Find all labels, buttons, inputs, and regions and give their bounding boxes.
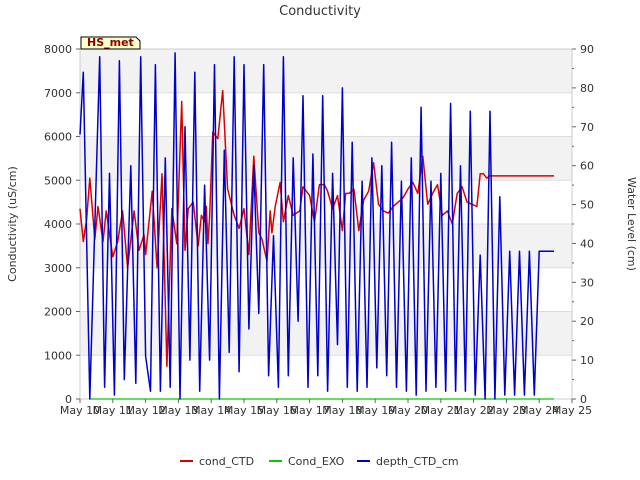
x-tick-label: May 23 [486, 404, 526, 417]
y-right-tick-label: 20 [580, 315, 594, 328]
x-tick-label: May 20 [388, 404, 428, 417]
y-axis-left: 0 1000 2000 3000 4000 5000 6000 7000 8000 [44, 43, 80, 406]
y-axis-left-label: Conductivity (uS/cm) [6, 166, 19, 282]
chart-title: Conductivity [279, 4, 361, 19]
x-tick-label: May 21 [421, 404, 461, 417]
x-tick-label: May 25 [552, 404, 592, 417]
y-right-tick-label: 0 [580, 393, 587, 406]
x-tick-label: May 19 [355, 404, 395, 417]
y-left-tick-label: 8000 [44, 43, 72, 56]
station-label-text: HS_met [87, 36, 134, 49]
legend-item-cond-ctd: cond_CTD [180, 455, 254, 468]
y-axis-right-label: Water Level (cm) [625, 177, 638, 271]
series-line-depth-ctd-cm [79, 52, 554, 400]
x-tick-label: May 14 [191, 404, 231, 417]
band [80, 49, 572, 93]
x-tick-label: May 15 [224, 404, 264, 417]
legend: cond_CTD Cond_EXO depth_CTD_cm [180, 455, 459, 468]
x-tick-label: May 17 [289, 404, 329, 417]
x-tick-label: May 13 [158, 404, 198, 417]
y-right-tick-label: 80 [580, 82, 594, 95]
y-right-tick-label: 40 [580, 237, 594, 250]
x-tick-label: May 12 [125, 404, 165, 417]
y-left-tick-label: 7000 [44, 87, 72, 100]
station-label: HS_met [80, 36, 141, 50]
y-left-tick-label: 5000 [44, 174, 72, 187]
legend-item-depth-ctd-cm: depth_CTD_cm [357, 455, 459, 468]
series-layer [79, 52, 554, 400]
legend-label: cond_CTD [199, 455, 254, 468]
y-right-tick-label: 60 [580, 160, 594, 173]
x-tick-label: May 11 [93, 404, 133, 417]
y-left-tick-label: 0 [65, 393, 72, 406]
station-label-box [80, 36, 141, 50]
y-right-tick-label: 70 [580, 121, 594, 134]
y-left-tick-label: 3000 [44, 262, 72, 275]
series-line-cond-ctd [79, 89, 554, 367]
y-left-tick-label: 2000 [44, 306, 72, 319]
y-left-tick-label: 1000 [44, 349, 72, 362]
legend-label: depth_CTD_cm [376, 455, 459, 468]
legend-label: Cond_EXO [288, 455, 345, 468]
y-left-tick-label: 6000 [44, 131, 72, 144]
x-tick-label: May 24 [519, 404, 559, 417]
y-right-tick-label: 50 [580, 199, 594, 212]
x-tick-label: May 16 [257, 404, 297, 417]
y-axis-right: 0 10 20 30 40 50 60 70 80 90 [572, 43, 594, 406]
x-tick-label: May 18 [322, 404, 362, 417]
y-right-tick-label: 90 [580, 43, 594, 56]
y-right-tick-label: 10 [580, 354, 594, 367]
x-tick-label: May 22 [453, 404, 493, 417]
x-tick-label: May 10 [60, 404, 100, 417]
legend-item-cond-exo: Cond_EXO [269, 455, 345, 468]
y-right-tick-label: 30 [580, 276, 594, 289]
y-left-tick-label: 4000 [44, 218, 72, 231]
